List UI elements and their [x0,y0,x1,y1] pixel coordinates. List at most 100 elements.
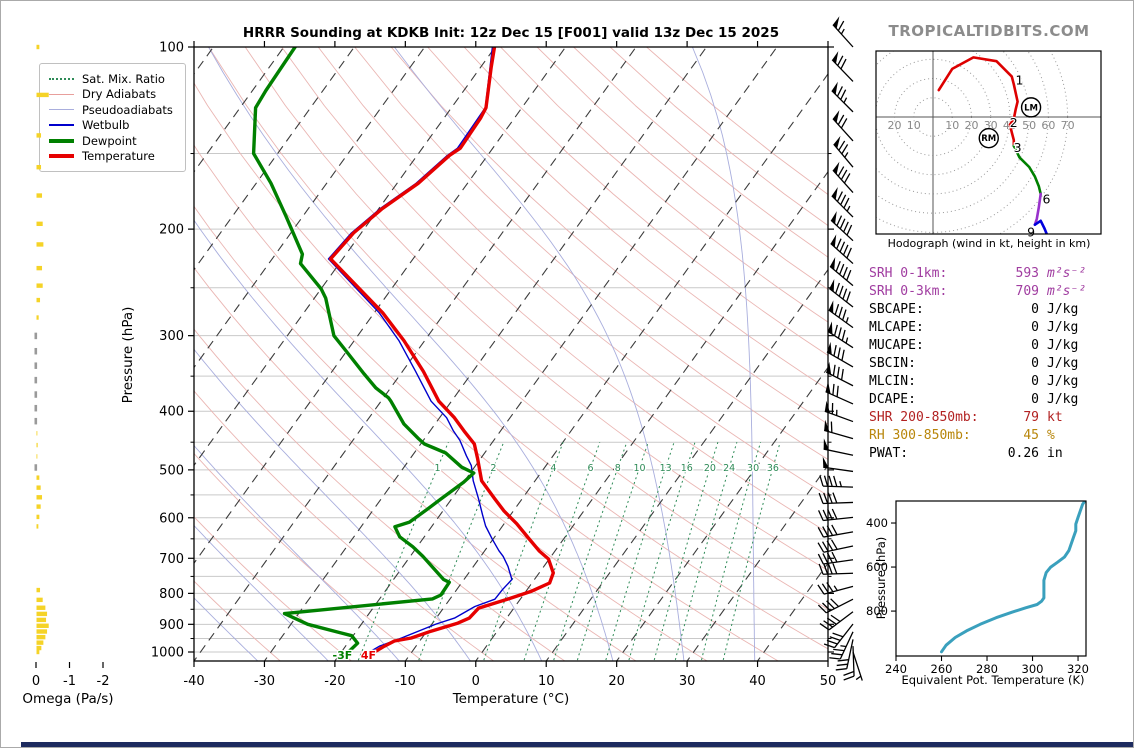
svg-text:1: 1 [1016,72,1024,87]
storm-motion-LM [1020,97,1042,118]
svg-text:900: 900 [159,618,184,633]
svg-text:-20: -20 [324,674,345,689]
wind-barb [818,492,854,505]
svg-text:800: 800 [159,587,184,602]
svg-text:20: 20 [888,119,902,132]
omega-axis-label: Omega (Pa/s) [22,691,114,707]
svg-text:4F: 4F [361,649,376,662]
svg-text:36: 36 [767,463,779,474]
svg-text:0: 0 [472,674,480,689]
svg-text:300: 300 [159,329,184,344]
wind-barb [817,508,854,522]
legend-item-temperature: Temperature [49,149,173,165]
svg-text:LM: LM [1024,103,1038,113]
wind-barb [835,639,854,671]
legend-item-sat-mix-ratio: Sat. Mix. Ratio [49,71,173,87]
svg-text:40: 40 [749,674,766,689]
panel-row: MLCAPE: 0 J/kg [869,320,1079,335]
wind-barb [832,161,854,193]
svg-text:10: 10 [538,674,555,689]
svg-text:RM: RM [981,134,996,144]
wind-barb [817,539,854,553]
wind-barb [817,551,854,565]
svg-text:24: 24 [723,463,735,474]
panel-row: SRH 0-1km: 593 m²s⁻² [869,266,1087,281]
panel-row: SRH 0-3km: 709 m²s⁻² [869,284,1087,299]
legend-item-dry-adiabats: Dry Adiabats [49,87,173,103]
svg-text:1: 1 [434,463,440,474]
svg-text:70: 70 [1061,119,1075,132]
dry-adiabat-line-icon [49,93,74,95]
wind-barb [832,110,854,142]
wind-barb [823,623,854,649]
svg-text:100: 100 [159,41,184,56]
wind-barb [819,611,854,631]
theta-e-curve [940,501,1086,654]
hodograph-trace-3-6km [1012,144,1042,196]
legend-label: Sat. Mix. Ratio [82,71,165,86]
sat-mix-ratio-line-icon [49,77,74,80]
wind-barb [825,381,854,405]
svg-text:0: 0 [32,674,40,689]
wetbulb-curve [327,47,513,653]
svg-text:30: 30 [679,674,696,689]
wind-barb [817,524,854,538]
panel-row: RH 300-850mb: 45% [869,428,1055,443]
wind-barb [833,135,854,168]
wind-barb [817,598,854,614]
svg-text:6: 6 [588,463,594,474]
wind-barb [831,81,854,113]
legend: Sat. Mix. Ratio Dry Adiabats Pseudoadiab… [39,63,186,172]
wind-barb [831,186,854,218]
wind-barb [829,257,854,287]
svg-text:30: 30 [747,463,759,474]
wind-barb [827,321,854,349]
svg-text:2: 2 [490,463,496,474]
wind-barb [852,651,863,681]
skewt-frame: -40 -30 -20 -10 0 10 20 30 40 50 100 200 300 400 500 60… [151,41,836,690]
wind-barb [829,631,854,660]
wind-barb [823,438,854,456]
svg-text:20: 20 [608,674,625,689]
wind-barb [830,211,854,242]
dewpoint-line-icon [49,138,74,143]
svg-text:50: 50 [1022,119,1036,132]
panel-row: DCAPE: 0 J/kg [869,392,1079,407]
bottom-banner [21,742,1133,747]
wind-barb [818,563,854,575]
pseudoadiabat-line-icon [49,109,74,111]
wind-barb [843,646,855,681]
panel-row: MUCAPE: 0 J/kg [869,338,1079,353]
wind-barb [831,51,854,82]
svg-text:10: 10 [633,463,645,474]
svg-text:16: 16 [681,463,693,474]
svg-text:40: 40 [1003,119,1017,132]
svg-text:3: 3 [1014,140,1022,155]
svg-text:500: 500 [159,463,184,478]
svg-text:4: 4 [550,463,556,474]
legend-item-dewpoint: Dewpoint [49,133,173,149]
svg-text:30: 30 [984,119,998,132]
panel-row: MLCIN: 0 J/kg [869,374,1079,389]
svg-text:20: 20 [964,119,978,132]
legend-label: Wetbulb [82,118,130,133]
pressure-axis-label: Pressure (hPa) [120,306,136,404]
sounding-curves [251,47,555,654]
temperature-curve [328,47,555,654]
svg-text:2: 2 [1010,115,1018,130]
hodograph-caption: Hodograph (wind in kt, height in km) [887,237,1091,250]
svg-text:400: 400 [159,405,184,420]
theta-e-axis-label: Equivalent Pot. Temperature (K) [901,673,1085,687]
svg-text:10: 10 [907,119,921,132]
wind-barb [830,234,854,265]
temperature-axis-label: Temperature (°C) [452,691,570,707]
wind-barb [825,361,854,387]
svg-text:600: 600 [159,511,184,526]
svg-text:60: 60 [1041,119,1055,132]
svg-text:1000: 1000 [151,646,184,661]
hodograph-trace-9-12km [1033,219,1049,234]
indices-panel: SRH 0-1km: 593 m²s⁻² SRH 0-3km: 709 m²s⁻² SBCA… [869,266,1119,464]
wind-barb-column [817,16,863,681]
